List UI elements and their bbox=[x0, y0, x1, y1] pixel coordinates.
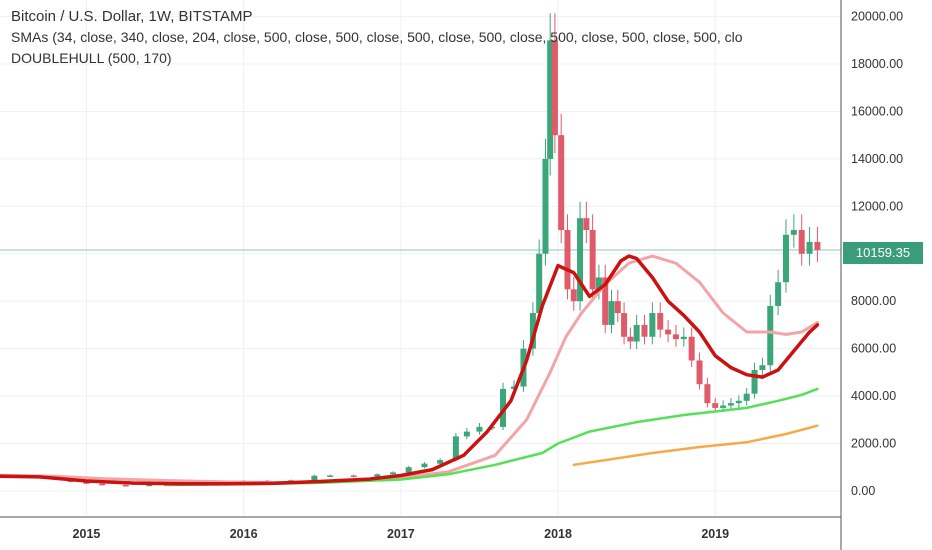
candle bbox=[536, 253, 543, 314]
candle bbox=[500, 388, 507, 427]
chart-legend: Bitcoin / U.S. Dollar, 1W, BITSTAMP SMAs… bbox=[11, 6, 840, 69]
candle bbox=[759, 365, 766, 370]
candle bbox=[798, 230, 805, 254]
candle bbox=[405, 467, 412, 473]
doublehull-fast-line bbox=[0, 254, 820, 486]
candle bbox=[614, 301, 621, 314]
candle bbox=[570, 289, 577, 302]
candle bbox=[437, 460, 444, 464]
candle bbox=[602, 277, 609, 325]
symbol-title[interactable]: Bitcoin / U.S. Dollar, 1W, BITSTAMP bbox=[11, 8, 253, 25]
candle bbox=[389, 472, 396, 475]
chart-grid bbox=[0, 0, 841, 517]
candle bbox=[595, 277, 602, 290]
candle bbox=[680, 336, 687, 340]
y-tick-label: 12000.00 bbox=[851, 199, 903, 213]
y-tick-label: 16000.00 bbox=[851, 104, 903, 118]
candle bbox=[641, 324, 648, 337]
candle bbox=[99, 483, 106, 486]
y-tick-label: 20000.00 bbox=[851, 10, 903, 24]
candle bbox=[767, 305, 774, 366]
candle bbox=[350, 475, 357, 477]
candle bbox=[542, 158, 549, 254]
candle bbox=[790, 230, 797, 235]
candle bbox=[775, 282, 782, 306]
candle bbox=[421, 463, 428, 468]
candle bbox=[608, 301, 615, 325]
x-tick-label: 2018 bbox=[544, 527, 572, 541]
x-axis-labels[interactable]: 2015 2016 2017 2018 2019 bbox=[73, 527, 730, 541]
candle bbox=[311, 475, 318, 481]
candle bbox=[633, 324, 640, 342]
candle bbox=[529, 313, 536, 349]
candle bbox=[589, 230, 596, 290]
x-tick-label: 2015 bbox=[73, 527, 101, 541]
candle bbox=[665, 329, 672, 335]
y-axis-labels[interactable]: 0.002000.004000.006000.008000.0010000.00… bbox=[851, 10, 903, 498]
candle bbox=[551, 40, 558, 136]
y-tick-label: 4000.00 bbox=[851, 389, 896, 403]
x-tick-label: 2016 bbox=[230, 527, 258, 541]
sma-indicator-label[interactable]: SMAs (34, close, 340, close, 204, close,… bbox=[11, 29, 743, 45]
candle bbox=[814, 241, 821, 250]
candle bbox=[583, 218, 590, 231]
candle bbox=[463, 431, 470, 437]
candle bbox=[720, 405, 727, 408]
candle bbox=[511, 386, 518, 389]
y-tick-label: 2000.00 bbox=[851, 436, 896, 450]
candle bbox=[727, 403, 734, 406]
candle bbox=[712, 403, 719, 408]
price-candles bbox=[4, 13, 821, 487]
x-tick-label: 2019 bbox=[701, 527, 729, 541]
candle bbox=[577, 218, 584, 302]
candle bbox=[751, 369, 758, 394]
candle bbox=[672, 334, 679, 340]
sma-green-line bbox=[163, 387, 819, 487]
candle bbox=[122, 484, 129, 487]
candle bbox=[782, 234, 789, 283]
indicator-lines bbox=[0, 254, 820, 487]
candle bbox=[688, 336, 695, 361]
candle bbox=[374, 474, 381, 477]
candle bbox=[327, 475, 334, 477]
candle bbox=[627, 336, 634, 342]
y-tick-label: 0.00 bbox=[851, 484, 875, 498]
y-tick-label: 14000.00 bbox=[851, 152, 903, 166]
candle bbox=[83, 481, 90, 484]
candle bbox=[452, 436, 459, 461]
candle bbox=[547, 40, 554, 159]
candle bbox=[696, 360, 703, 385]
doublehull-indicator-label[interactable]: DOUBLEHULL (500, 170) bbox=[11, 50, 172, 66]
x-tick-label: 2017 bbox=[387, 527, 415, 541]
candle bbox=[806, 241, 813, 254]
candle bbox=[476, 426, 483, 432]
candle bbox=[621, 313, 628, 337]
doublehull-slow-line bbox=[0, 254, 819, 485]
y-tick-label: 8000.00 bbox=[851, 294, 896, 308]
candle bbox=[735, 400, 742, 404]
candle bbox=[558, 135, 565, 231]
candle bbox=[649, 313, 656, 337]
last-price-badge: 10159.35 bbox=[843, 242, 923, 264]
sma-orange-line bbox=[572, 424, 819, 467]
candle bbox=[704, 384, 711, 404]
candle bbox=[146, 484, 153, 487]
candle bbox=[657, 313, 664, 330]
candle bbox=[743, 393, 750, 401]
y-tick-label: 18000.00 bbox=[851, 57, 903, 71]
candle bbox=[564, 230, 571, 290]
y-tick-label: 6000.00 bbox=[851, 342, 896, 356]
